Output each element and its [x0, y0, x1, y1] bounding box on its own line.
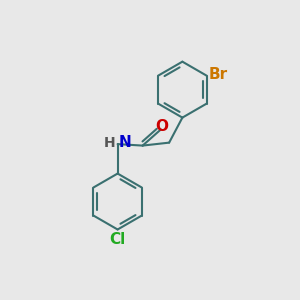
Text: O: O — [155, 119, 168, 134]
Text: Br: Br — [209, 67, 228, 82]
Text: Cl: Cl — [110, 232, 126, 247]
Text: H: H — [103, 136, 115, 150]
Text: N: N — [118, 135, 131, 150]
